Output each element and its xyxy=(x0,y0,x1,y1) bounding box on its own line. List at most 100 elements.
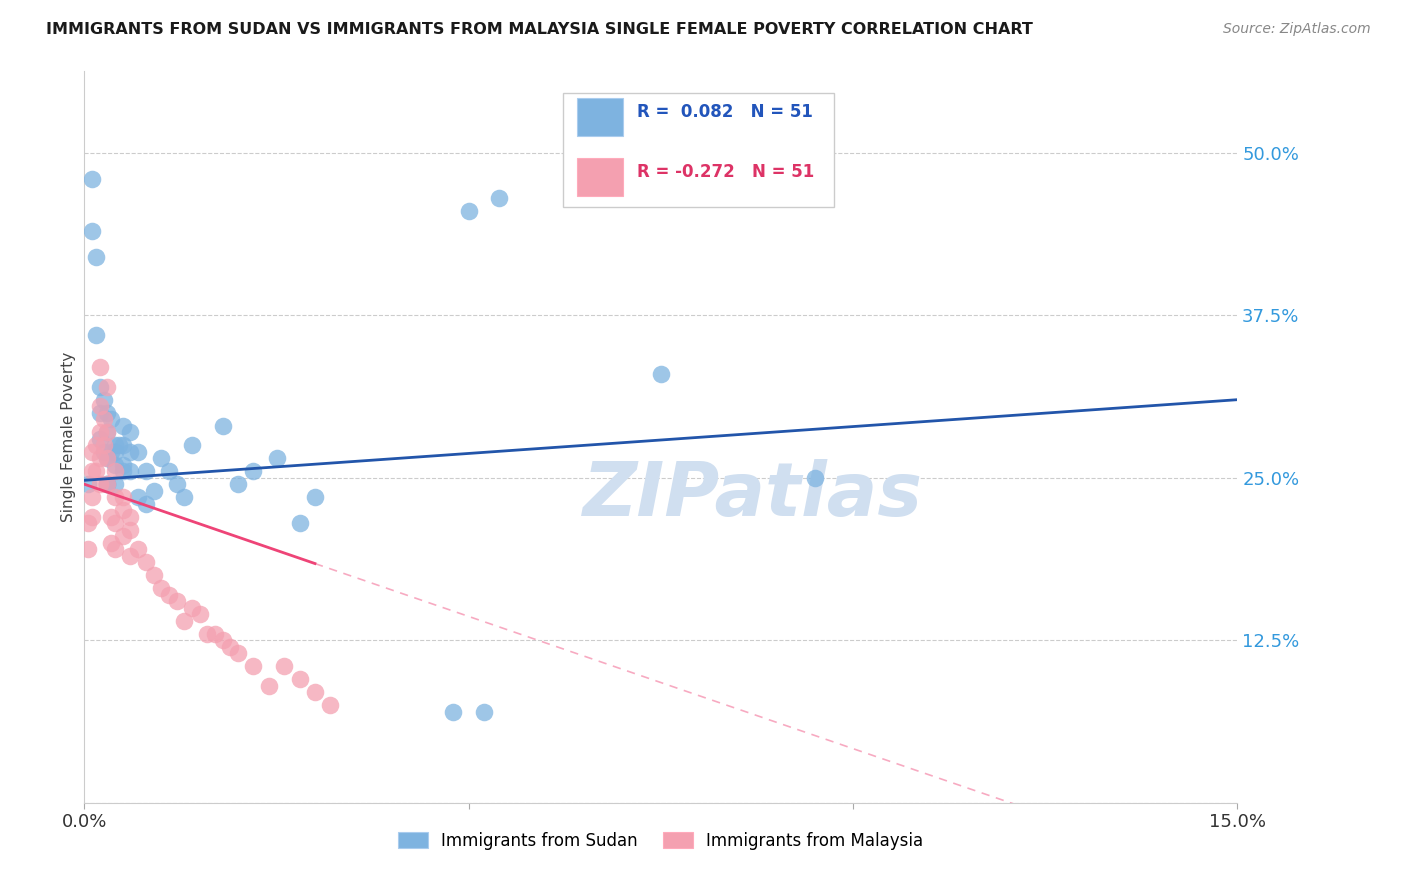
Point xyxy=(226,646,249,660)
Point xyxy=(142,483,165,498)
Point xyxy=(150,581,173,595)
Point xyxy=(104,458,127,472)
Point xyxy=(89,399,111,413)
Point xyxy=(288,516,311,531)
Text: IMMIGRANTS FROM SUDAN VS IMMIGRANTS FROM MALAYSIA SINGLE FEMALE POVERTY CORRELAT: IMMIGRANTS FROM SUDAN VS IMMIGRANTS FROM… xyxy=(46,22,1033,37)
Point xyxy=(441,705,464,719)
Point xyxy=(195,626,218,640)
Point xyxy=(80,171,103,186)
Point xyxy=(226,477,249,491)
Point xyxy=(135,555,157,569)
Point xyxy=(111,464,134,478)
Point xyxy=(104,516,127,531)
Point xyxy=(111,529,134,543)
Point xyxy=(77,542,100,557)
Point xyxy=(96,477,118,491)
Point xyxy=(181,600,204,615)
Point xyxy=(96,477,118,491)
Point xyxy=(166,477,188,491)
Point xyxy=(111,458,134,472)
Point xyxy=(288,673,311,687)
Point xyxy=(127,542,149,557)
Point xyxy=(135,464,157,478)
Point xyxy=(104,438,127,452)
Point xyxy=(89,477,111,491)
Point xyxy=(93,438,115,452)
Point xyxy=(127,444,149,458)
Point xyxy=(89,432,111,446)
Point xyxy=(304,490,326,504)
Point xyxy=(89,406,111,420)
Point xyxy=(80,509,103,524)
Point xyxy=(219,640,242,654)
FancyBboxPatch shape xyxy=(562,94,834,207)
Point xyxy=(96,477,118,491)
Point xyxy=(157,588,180,602)
Point xyxy=(108,438,131,452)
Point xyxy=(96,451,118,466)
Point xyxy=(93,444,115,458)
Text: R =  0.082   N = 51: R = 0.082 N = 51 xyxy=(637,103,813,120)
Point xyxy=(93,412,115,426)
Point xyxy=(111,438,134,452)
Point xyxy=(104,464,127,478)
Point xyxy=(80,490,103,504)
Point xyxy=(84,250,107,264)
Point xyxy=(173,614,195,628)
Point xyxy=(104,477,127,491)
Point xyxy=(266,451,288,466)
Bar xyxy=(576,158,623,195)
Point xyxy=(166,594,188,608)
Point xyxy=(84,464,107,478)
Point xyxy=(319,698,342,713)
Legend: Immigrants from Sudan, Immigrants from Malaysia: Immigrants from Sudan, Immigrants from M… xyxy=(391,825,931,856)
Point xyxy=(142,568,165,582)
Point xyxy=(181,438,204,452)
Point xyxy=(488,191,510,205)
Point xyxy=(457,204,479,219)
Point xyxy=(100,412,122,426)
Point xyxy=(273,659,295,673)
Point xyxy=(127,490,149,504)
Point xyxy=(80,444,103,458)
Point xyxy=(120,425,142,440)
Point xyxy=(96,406,118,420)
Bar xyxy=(576,98,623,136)
Point xyxy=(120,509,142,524)
Point xyxy=(100,444,122,458)
Point xyxy=(472,705,495,719)
Point xyxy=(100,509,122,524)
Point xyxy=(77,477,100,491)
Point xyxy=(100,535,122,549)
Point xyxy=(111,418,134,433)
Point xyxy=(242,659,264,673)
Point xyxy=(211,418,233,433)
Point xyxy=(96,451,118,466)
Point xyxy=(89,360,111,375)
Point xyxy=(111,503,134,517)
Point xyxy=(96,380,118,394)
Point xyxy=(96,425,118,440)
Point xyxy=(89,425,111,440)
Point xyxy=(188,607,211,622)
Point xyxy=(120,523,142,537)
Text: Source: ZipAtlas.com: Source: ZipAtlas.com xyxy=(1223,22,1371,37)
Point xyxy=(77,516,100,531)
Point xyxy=(89,380,111,394)
Point xyxy=(211,633,233,648)
Point xyxy=(257,679,280,693)
Point xyxy=(104,444,127,458)
Point xyxy=(157,464,180,478)
Point xyxy=(84,327,107,342)
Point xyxy=(96,425,118,440)
Point xyxy=(135,497,157,511)
Point xyxy=(120,464,142,478)
Text: R = -0.272   N = 51: R = -0.272 N = 51 xyxy=(637,162,814,180)
Point xyxy=(111,490,134,504)
Point xyxy=(650,367,672,381)
Point xyxy=(104,542,127,557)
Text: ZIPatlas: ZIPatlas xyxy=(583,459,924,533)
Point xyxy=(242,464,264,478)
Y-axis label: Single Female Poverty: Single Female Poverty xyxy=(60,352,76,522)
Point xyxy=(204,626,226,640)
